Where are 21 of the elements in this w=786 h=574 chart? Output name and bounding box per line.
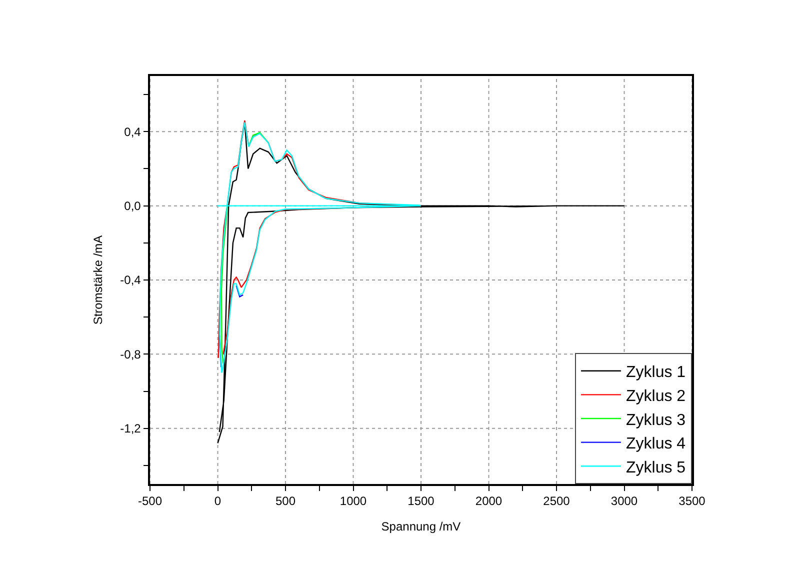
y-axis-title: Stromstärke /mA — [90, 235, 105, 325]
y-tick-label: -1,2 — [120, 422, 142, 436]
y-tick-label: -0,4 — [120, 273, 142, 288]
x-tick-label: -500 — [138, 494, 162, 508]
x-tick-label: 1500 — [408, 494, 435, 508]
legend-label: Zyklus 4 — [626, 436, 686, 453]
y-tick-label: 0,0 — [124, 199, 142, 214]
x-tick-label: 2500 — [543, 494, 570, 508]
x-tick-label: 0 — [214, 494, 222, 508]
x-tick-label: 500 — [275, 494, 296, 508]
legend-label: Zyklus 5 — [626, 459, 686, 476]
y-tick-label: 0,4 — [124, 124, 142, 139]
x-axis-title: Spannung /mV — [381, 520, 461, 534]
x-tick-label: 1000 — [340, 494, 367, 508]
legend-label: Zyklus 2 — [626, 388, 686, 405]
x-tick-label: 2000 — [475, 494, 502, 508]
x-tick-label: 3000 — [610, 494, 638, 508]
y-tick-label: -0,8 — [120, 347, 142, 362]
x-tick-label: 3500 — [678, 494, 706, 508]
legend-label: Zyklus 1 — [626, 364, 686, 382]
legend-label: Zyklus 3 — [626, 412, 686, 429]
